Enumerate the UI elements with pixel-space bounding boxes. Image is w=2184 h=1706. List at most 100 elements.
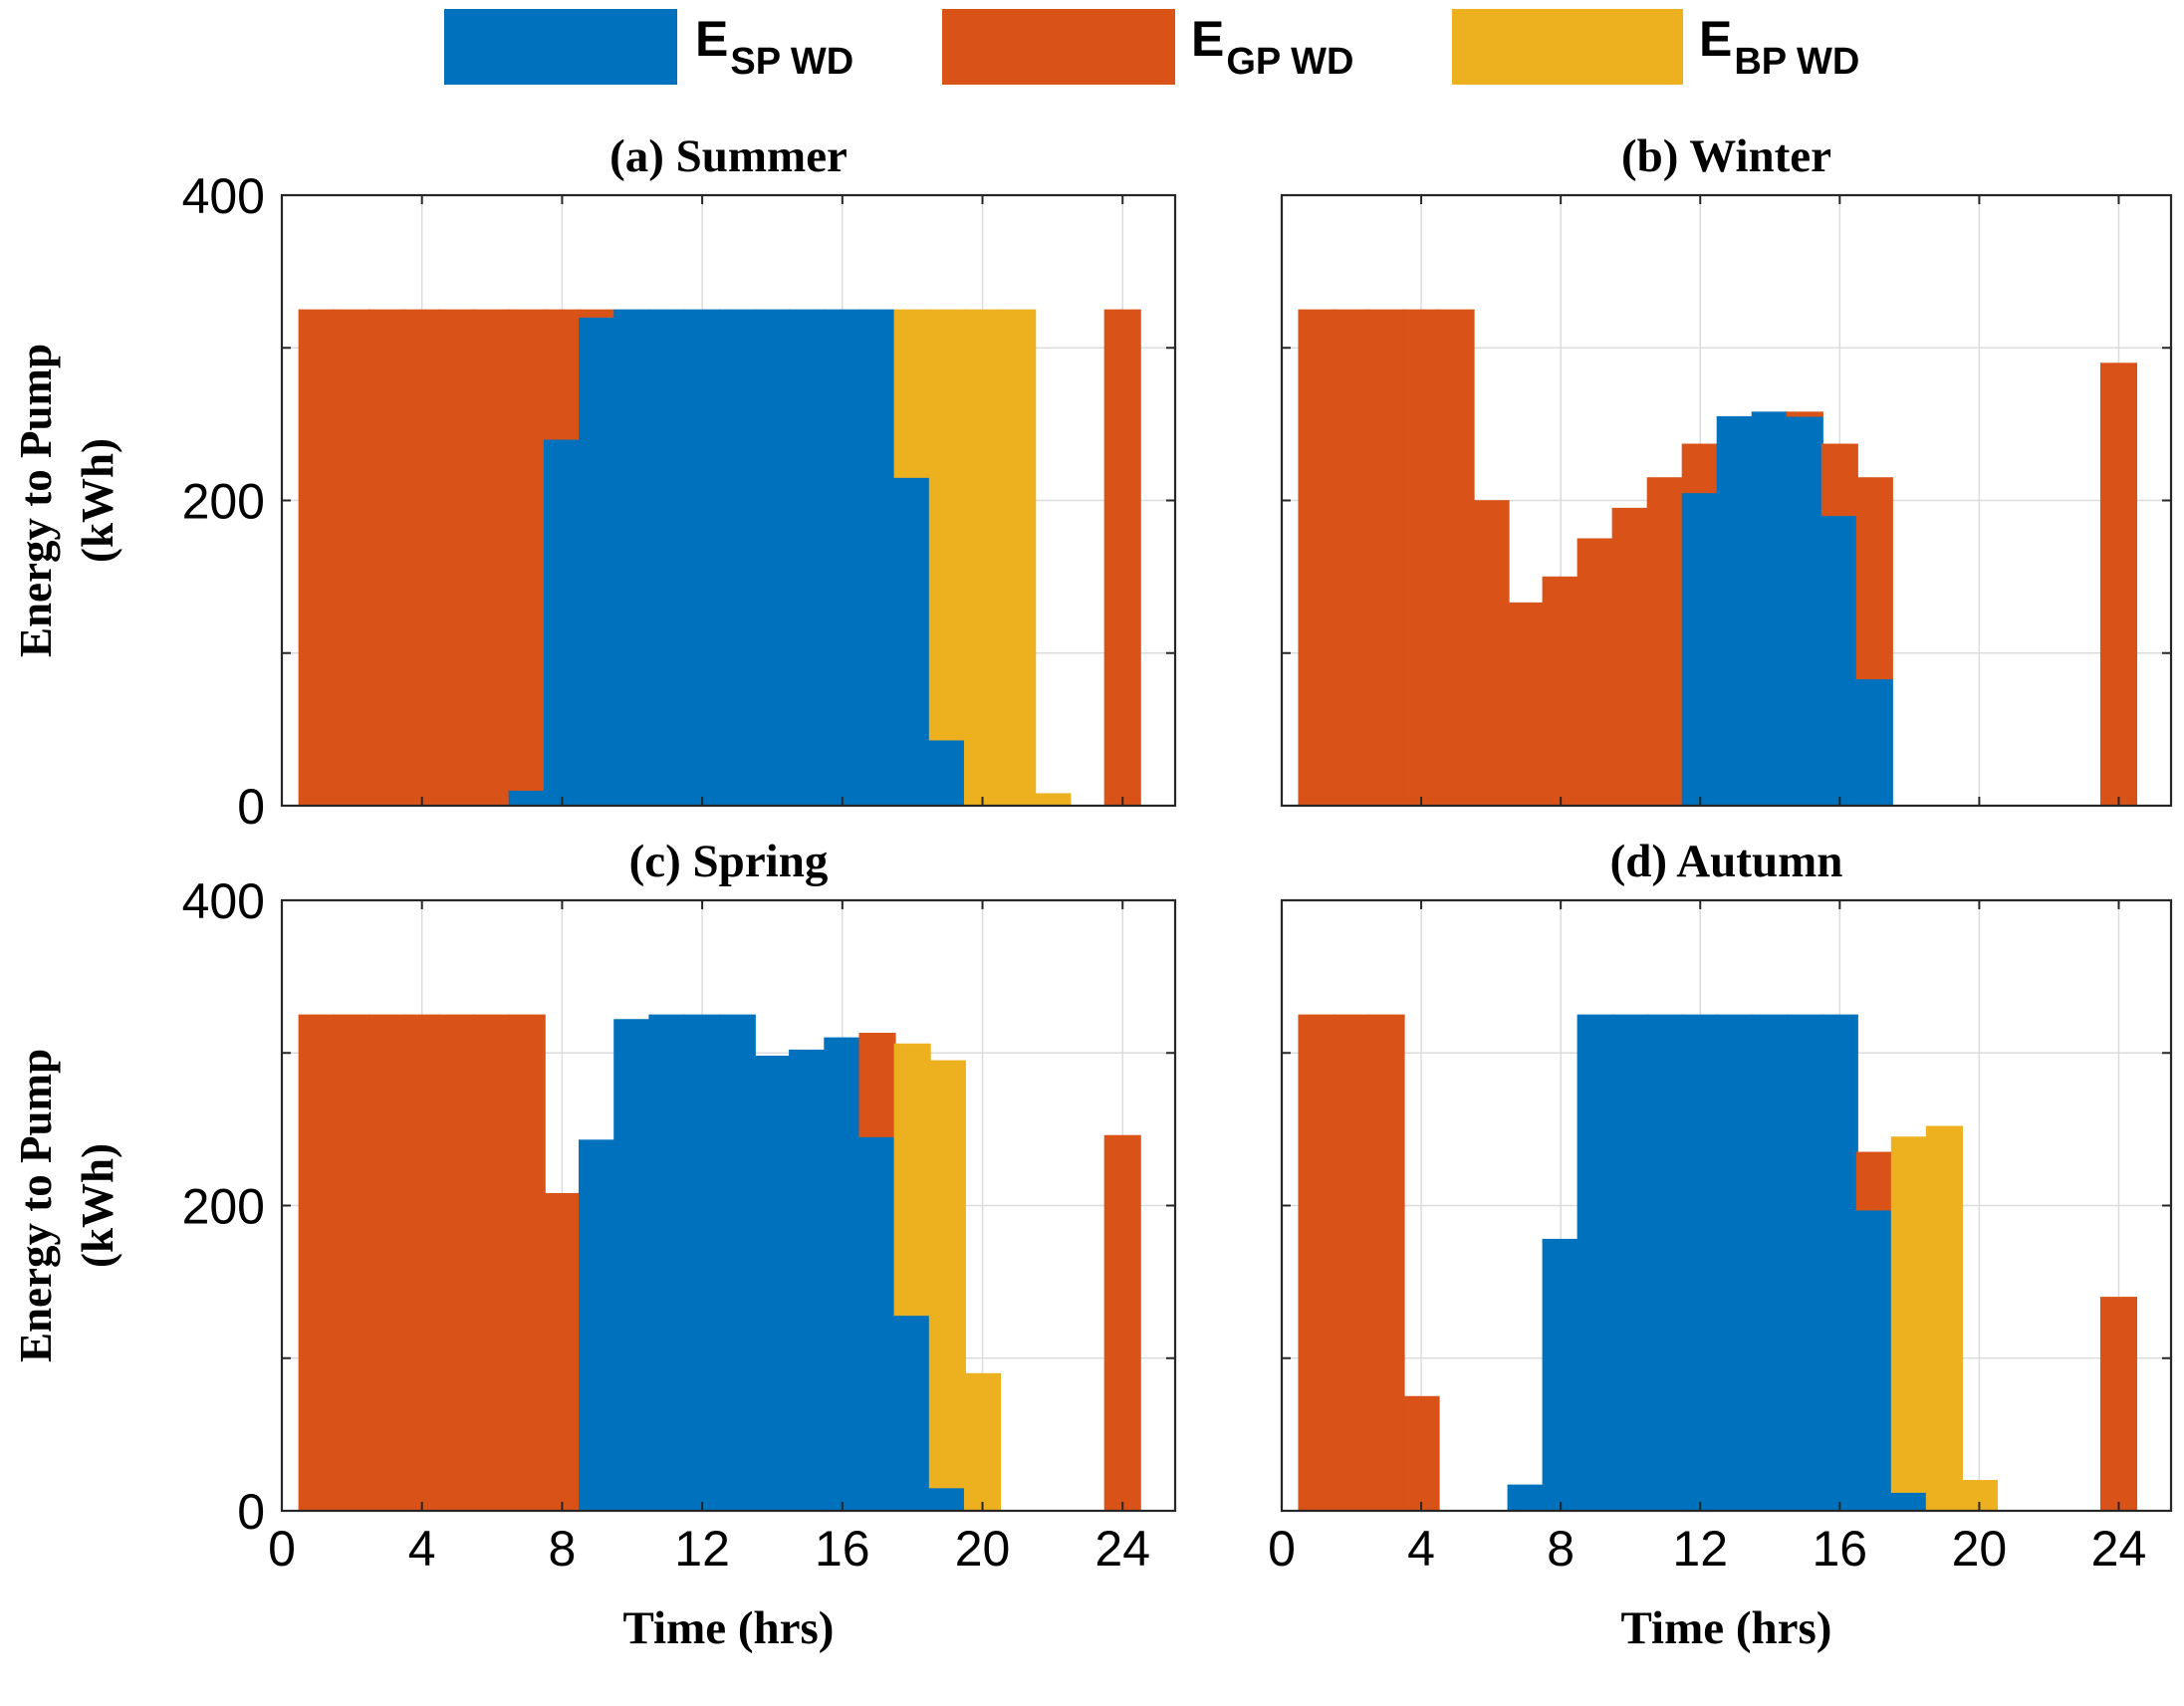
legend-swatch: [942, 9, 1175, 85]
bar-segment: [789, 1049, 827, 1512]
bar-segment: [543, 438, 581, 807]
y-tick-label: 0: [237, 1484, 265, 1540]
bar-segment: [893, 477, 931, 807]
legend: ESP WD EGP WD EBP WD: [444, 9, 1859, 85]
legend-label: EBP WD: [1699, 11, 1859, 83]
bar-segment: [648, 309, 686, 807]
bar-segment: [1716, 1014, 1754, 1512]
bar-segment: [579, 317, 616, 807]
chart-panel: 0 200 400 (a) Summer Energy to Pump (kWh): [11, 130, 1177, 835]
x-tick-label: 12: [674, 1521, 730, 1577]
x-tick-label: 16: [815, 1521, 870, 1577]
bar-segment: [648, 1014, 686, 1512]
ticks: [281, 899, 1175, 1512]
legend-label: EGP WD: [1191, 11, 1353, 83]
bar-segment: [333, 1014, 370, 1512]
bar-segment: [963, 1372, 1002, 1512]
legend-swatch: [1452, 9, 1683, 85]
bar-segment: [1402, 1395, 1440, 1512]
bar-segment: [1034, 793, 1072, 807]
bar-segment: [333, 309, 370, 807]
bar-segment: [1611, 507, 1649, 807]
bar-segment: [753, 309, 792, 807]
bar-segment: [1472, 500, 1510, 807]
bar-segment: [1542, 1238, 1579, 1512]
bars: [1298, 309, 2138, 807]
chart-title: (d) Autumn: [1610, 836, 1843, 887]
bar-segment: [1507, 1484, 1545, 1512]
bar-segment: [473, 309, 511, 807]
bar-segment: [858, 1136, 896, 1512]
x-tick-label: 0: [268, 1521, 296, 1577]
x-tick-label: 0: [1268, 1521, 1296, 1577]
y-tick-label: 400: [182, 873, 265, 929]
bar-segment: [928, 309, 966, 741]
bar-segment: [1786, 411, 1823, 417]
bar-segment: [1611, 1014, 1649, 1512]
x-tick-label: 20: [955, 1521, 1011, 1577]
bar-segment: [1333, 1014, 1370, 1512]
bar-segment: [928, 1060, 966, 1489]
bar-segment: [1333, 309, 1370, 807]
bar-segment: [1103, 1134, 1141, 1512]
chart-title: (c) Spring: [629, 836, 829, 887]
y-axis-label-line: (kWh): [73, 438, 122, 563]
bar-segment: [1890, 1492, 1928, 1512]
bar-segment: [928, 1487, 966, 1512]
bar-segment: [438, 1014, 476, 1512]
x-tick-label: 4: [1407, 1521, 1435, 1577]
x-tick-label: 4: [408, 1521, 436, 1577]
legend-item: ESP WD: [444, 9, 853, 85]
bar-segment: [2099, 1297, 2138, 1512]
chart-panel: (b) Winter: [1280, 130, 2173, 808]
bar-segment: [1577, 1014, 1614, 1512]
bar-segment: [1681, 443, 1719, 494]
bar-segment: [858, 1033, 896, 1137]
bar-segment: [1716, 415, 1754, 807]
bar-segment: [1367, 1014, 1405, 1512]
bar-segment: [1925, 1125, 1963, 1512]
bar-segment: [367, 1014, 406, 1512]
bar-segment: [2099, 363, 2138, 807]
bar-segment: [1507, 602, 1545, 807]
bar-segment: [367, 309, 406, 807]
bar-segment: [789, 309, 827, 807]
bar-segment: [1681, 1014, 1719, 1512]
chart-panel: 0 4 8 12 16 20 24 (d) Autumn Time (hrs): [1268, 836, 2173, 1654]
bar-segment: [1402, 309, 1440, 807]
bar-segment: [1855, 1209, 1893, 1512]
bar-segment: [1855, 1151, 1893, 1211]
bar-segment: [753, 1056, 792, 1512]
bar-segment: [1786, 1014, 1823, 1512]
bar-segment: [718, 1014, 756, 1512]
bar-segment: [1820, 443, 1858, 517]
bar-segment: [613, 309, 651, 807]
y-tick-label: 400: [182, 168, 265, 224]
bar-segment: [1681, 492, 1719, 807]
bar-segment: [683, 309, 721, 807]
bar-segment: [999, 309, 1037, 807]
bar-segment: [1855, 477, 1893, 680]
legend-label: ESP WD: [695, 11, 853, 83]
bar-segment: [543, 1192, 581, 1512]
bar-segment: [1646, 1014, 1684, 1512]
ticks: [1281, 899, 2171, 1512]
bar-segment: [1646, 477, 1684, 807]
ticks: [281, 194, 1175, 807]
bar-segment: [579, 1139, 616, 1512]
bar-segment: [1820, 1014, 1858, 1512]
bar-segment: [403, 309, 441, 807]
x-axis-label: Time (hrs): [623, 1602, 835, 1654]
legend-item: EGP WD: [942, 9, 1353, 85]
x-tick-label: 12: [1672, 1521, 1728, 1577]
chart-title: (b) Winter: [1621, 130, 1831, 182]
bar-segment: [1103, 309, 1141, 807]
bars: [298, 1014, 1141, 1512]
chart-title: (a) Summer: [609, 130, 848, 182]
chart-panel: 0 4 8 12 16 20 24 0 200 400 (c) Spring Time (hrs) En…: [11, 836, 1177, 1654]
bar-segment: [824, 309, 861, 807]
bar-segment: [963, 309, 1002, 807]
ticks: [1281, 194, 2171, 807]
